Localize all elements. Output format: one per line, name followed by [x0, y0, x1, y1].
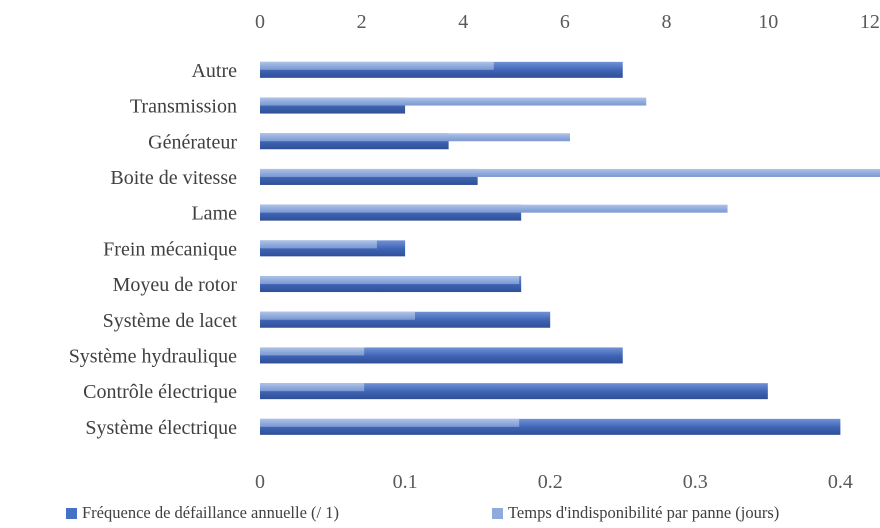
category-label: Boite de vitesse — [110, 167, 237, 189]
top-axis-tick-label: 2 — [357, 11, 367, 33]
top-axis-tick-label: 0 — [255, 11, 265, 33]
bar-downtime — [260, 168, 880, 177]
bar-downtime — [260, 61, 494, 70]
top-axis-tick-label: 4 — [458, 11, 468, 33]
category-label: Autre — [191, 60, 237, 82]
legend-label-frequency: Fréquence de défaillance annuelle (/ 1) — [82, 503, 339, 522]
category-label: Système de lacet — [103, 310, 238, 332]
category-label: Système électrique — [85, 417, 237, 439]
top-axis-tick-label: 10 — [758, 11, 778, 33]
bar-downtime — [260, 133, 570, 142]
legend-item-downtime: Temps d'indisponibilité par panne (jours… — [492, 503, 779, 523]
category-label: Contrôle électrique — [83, 381, 237, 403]
legend-label-downtime: Temps d'indisponibilité par panne (jours… — [508, 503, 780, 522]
category-label: Lame — [191, 203, 237, 225]
bottom-axis-tick-label: 0.3 — [683, 471, 708, 493]
bottom-axis-tick-label: 0.4 — [828, 471, 853, 493]
category-label: Moyeu de rotor — [113, 274, 238, 296]
top-axis-tick-label: 12 — [860, 11, 880, 33]
bar-downtime — [260, 276, 520, 285]
category-label: Transmission — [130, 96, 237, 118]
bar-downtime — [260, 240, 377, 249]
category-label: Frein mécanique — [103, 238, 237, 260]
category-label: Système hydraulique — [69, 345, 237, 367]
category-label: Générateur — [148, 131, 237, 153]
bottom-axis-tick-label: 0.1 — [393, 471, 418, 493]
top-axis: 0 2 4 6 8 10 12 — [255, 11, 880, 33]
bar-downtime — [260, 383, 365, 392]
bar-downtime — [260, 204, 728, 213]
bottom-axis: 0 0.1 0.2 0.3 0.4 — [255, 471, 853, 493]
top-axis-tick-label: 8 — [662, 11, 672, 33]
bar-downtime — [260, 311, 415, 320]
bar-downtime — [260, 418, 520, 427]
top-axis-tick-label: 6 — [560, 11, 570, 33]
bar-downtime — [260, 347, 365, 356]
legend-item-frequency: Fréquence de défaillance annuelle (/ 1) — [66, 503, 339, 523]
bars — [260, 61, 880, 435]
category-labels: Autre Transmission Générateur Boite de vite… — [69, 60, 238, 439]
legend-swatch-downtime — [492, 507, 503, 519]
bar-downtime — [260, 97, 647, 106]
bottom-axis-tick-label: 0 — [255, 471, 265, 493]
legend-swatch-frequency — [66, 507, 77, 519]
bottom-axis-tick-label: 0.2 — [538, 471, 563, 493]
bar-frequency — [260, 383, 768, 400]
